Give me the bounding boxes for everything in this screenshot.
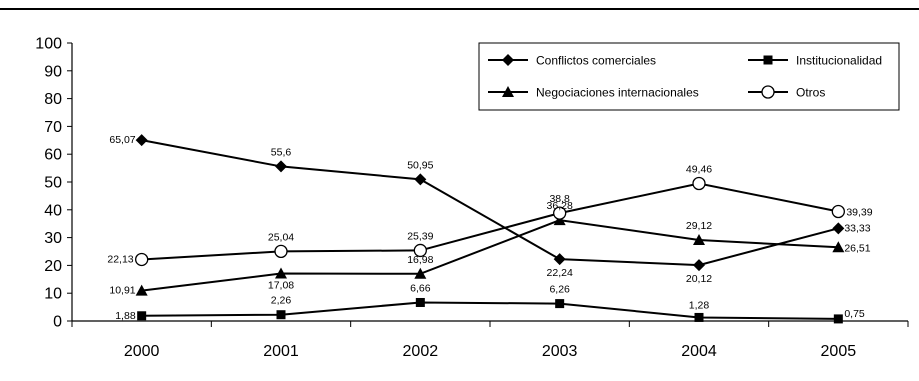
- x-tick-label: 2002: [403, 343, 439, 360]
- series-line: [141, 182, 839, 261]
- data-label: 55,6: [271, 146, 292, 158]
- legend-item: Institucionalidad: [748, 54, 882, 68]
- data-point: [833, 314, 843, 324]
- data-label: 1,28: [689, 299, 710, 311]
- data-point: [135, 252, 149, 267]
- x-tick-label: 2003: [542, 343, 578, 360]
- data-label: 36,28: [547, 200, 573, 212]
- legend-label: Conflictos comerciales: [536, 54, 656, 68]
- data-point: [276, 310, 286, 320]
- y-tick-label: 30: [44, 230, 62, 247]
- series-line: [141, 301, 839, 320]
- y-tick-label: 70: [44, 119, 62, 136]
- data-label: 2,26: [271, 295, 292, 307]
- legend-box: [478, 42, 900, 111]
- data-label: 16,98: [407, 254, 433, 266]
- legend-item: Negociaciones internacionales: [488, 86, 699, 100]
- y-tick-label: 50: [44, 175, 62, 192]
- data-point: [555, 299, 565, 309]
- data-label: 65,07: [109, 134, 135, 146]
- series-conflictos-comerciales: [135, 134, 845, 272]
- data-point: [275, 267, 287, 279]
- data-point: [831, 204, 845, 219]
- data-label: 39,39: [846, 206, 872, 218]
- data-label: 26,51: [844, 242, 870, 254]
- legend-item: Otros: [748, 85, 825, 100]
- data-point: [275, 160, 287, 173]
- data-label: 20,12: [686, 273, 712, 285]
- data-label: 6,66: [410, 282, 431, 294]
- x-tick-label: 2000: [124, 343, 160, 360]
- data-point: [414, 173, 427, 186]
- legend: Conflictos comerciales Institucionalidad N…: [478, 42, 900, 111]
- y-tick-label: 10: [44, 286, 62, 303]
- series-institucionalidad: [137, 297, 843, 324]
- y-tick-label: 60: [44, 147, 62, 164]
- data-point: [413, 243, 427, 258]
- data-point: [832, 241, 845, 253]
- data-label: 49,46: [686, 164, 712, 176]
- legend-label: Institucionalidad: [796, 54, 882, 68]
- data-point: [135, 284, 148, 296]
- data-label: 25,39: [407, 230, 433, 242]
- legend-marker: [761, 85, 775, 99]
- data-label: 50,95: [407, 159, 433, 171]
- data-point: [692, 176, 706, 191]
- axes: 0 10 20 30 40 50 60 70 80 90 100 2000 2001 2002 2003 20…: [35, 36, 909, 360]
- data-point: [137, 311, 147, 321]
- legend-marker: [763, 55, 773, 65]
- y-tick-label: 100: [35, 36, 62, 53]
- x-tick-label: 2001: [263, 343, 299, 360]
- data-point: [693, 234, 705, 246]
- series-line: [141, 219, 839, 292]
- x-tick-label: 2004: [681, 343, 717, 360]
- series-negociaciones-internacionales: [135, 214, 845, 296]
- data-label: 22,24: [547, 267, 573, 279]
- data-point: [415, 297, 425, 307]
- legend-label: Negociaciones internacionales: [536, 86, 699, 100]
- data-label: 0,75: [844, 308, 865, 320]
- legend-label: Otros: [796, 86, 825, 100]
- series-otros: [135, 176, 845, 267]
- y-tick-label: 80: [44, 91, 62, 108]
- data-label: 17,08: [268, 280, 294, 292]
- data-label: 33,33: [844, 222, 870, 234]
- data-labels: 65,07 55,6 50,95 22,24 20,12 33,33 1,88 2,26 6,6…: [107, 134, 872, 322]
- data-label: 10,91: [109, 285, 135, 297]
- data-point: [832, 222, 845, 235]
- data-point: [693, 259, 705, 272]
- data-point: [414, 267, 427, 279]
- data-point: [694, 312, 704, 322]
- data-label: 1,88: [115, 310, 136, 322]
- data-label: 38,8: [549, 193, 570, 205]
- y-tick-label: 20: [44, 258, 62, 275]
- y-tick-label: 40: [44, 202, 62, 219]
- legend-marker: [502, 54, 514, 66]
- series-layer: [135, 134, 845, 324]
- data-label: 22,13: [107, 253, 133, 265]
- data-label: 6,26: [549, 284, 570, 296]
- series-line: [141, 139, 839, 267]
- data-point: [553, 253, 566, 266]
- data-point: [553, 206, 567, 220]
- data-point: [274, 244, 288, 259]
- data-label: 25,04: [268, 231, 294, 243]
- data-point: [135, 134, 148, 147]
- data-label: 29,12: [686, 220, 712, 232]
- y-tick-label: 0: [53, 314, 62, 331]
- legend-item: Conflictos comerciales: [488, 54, 656, 68]
- y-tick-label: 90: [44, 63, 62, 80]
- x-tick-label: 2005: [821, 343, 857, 360]
- legend-marker: [502, 86, 514, 97]
